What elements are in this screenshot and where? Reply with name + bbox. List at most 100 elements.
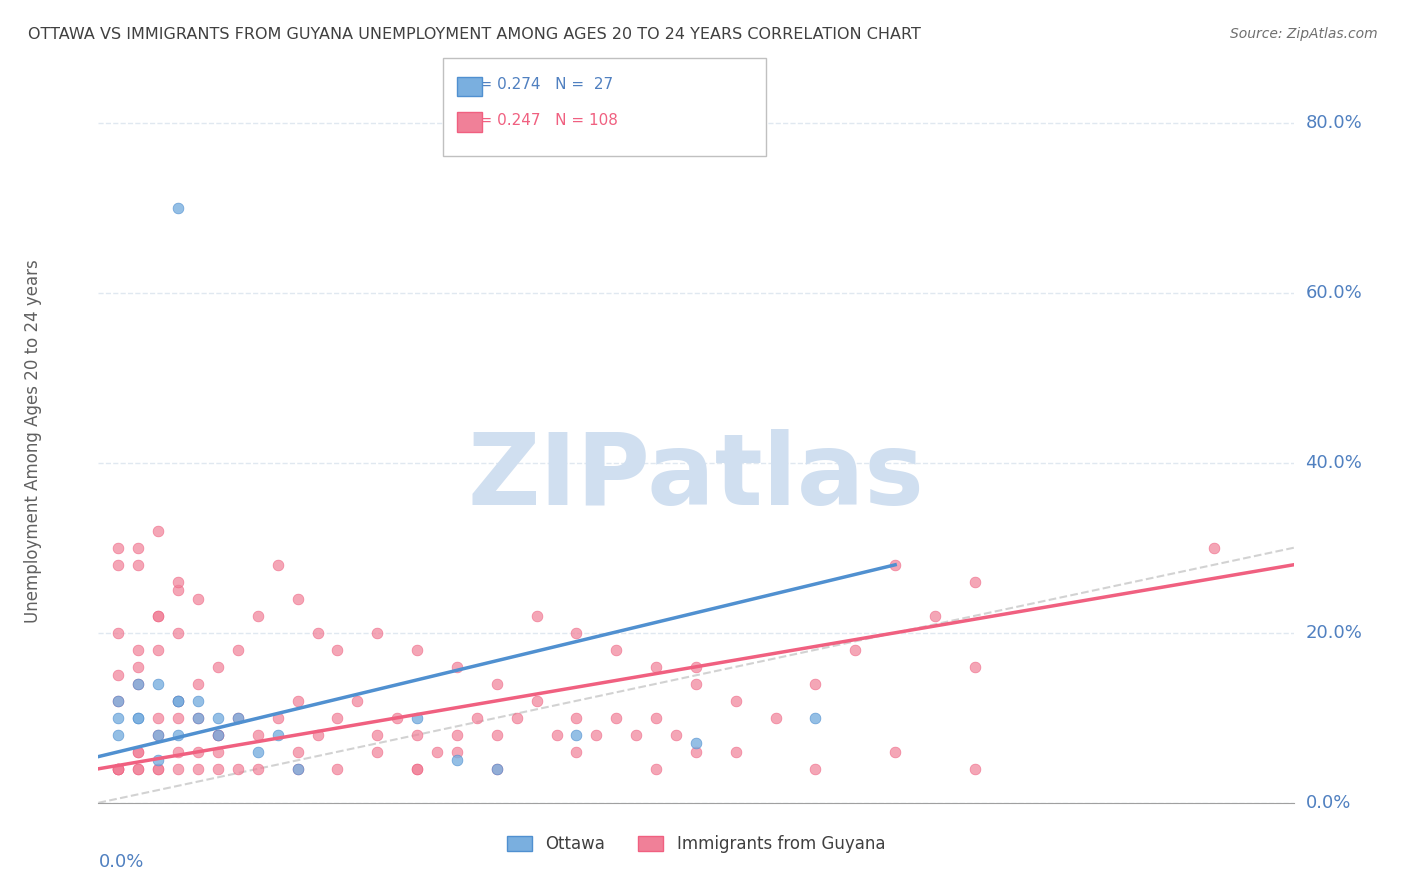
Point [207, 728, 229, 742]
Point [148, 608, 170, 623]
Point [127, 558, 149, 572]
Point [148, 762, 170, 776]
Point [506, 711, 529, 725]
Point [565, 728, 588, 742]
Point [287, 762, 309, 776]
Point [127, 711, 149, 725]
Point [187, 711, 209, 725]
Point [127, 762, 149, 776]
Point [107, 541, 129, 555]
Point [804, 677, 827, 691]
Point [565, 625, 588, 640]
Point [645, 762, 668, 776]
Point [246, 728, 269, 742]
Point [167, 694, 190, 708]
Point [287, 762, 309, 776]
Point [685, 660, 707, 674]
Point [287, 591, 309, 606]
Point [804, 711, 827, 725]
Point [385, 711, 409, 725]
Point [107, 558, 129, 572]
Point [884, 745, 907, 759]
Point [167, 574, 190, 589]
Point [526, 608, 548, 623]
Point [287, 694, 309, 708]
Point [107, 762, 129, 776]
Point [446, 728, 468, 742]
Point [107, 694, 129, 708]
Text: 40.0%: 40.0% [1306, 454, 1362, 472]
Point [685, 677, 707, 691]
Point [546, 728, 568, 742]
Point [167, 694, 190, 708]
Point [326, 762, 349, 776]
Point [167, 201, 190, 215]
Point [246, 762, 269, 776]
Point [406, 642, 429, 657]
Point [148, 524, 170, 538]
Point [148, 753, 170, 767]
Text: 0.0%: 0.0% [1306, 794, 1351, 812]
Point [246, 745, 269, 759]
Text: 20.0%: 20.0% [1306, 624, 1362, 642]
Point [685, 745, 707, 759]
Point [107, 762, 129, 776]
Point [167, 694, 190, 708]
Point [366, 745, 388, 759]
Point [565, 745, 588, 759]
Point [267, 558, 290, 572]
Point [485, 728, 508, 742]
Point [226, 762, 249, 776]
Point [963, 660, 986, 674]
Point [226, 711, 249, 725]
Point [366, 625, 388, 640]
Text: Source: ZipAtlas.com: Source: ZipAtlas.com [1230, 27, 1378, 41]
Point [963, 574, 986, 589]
Point [287, 745, 309, 759]
Text: R = 0.274   N =  27: R = 0.274 N = 27 [464, 78, 613, 92]
Text: ZIPatlas: ZIPatlas [468, 429, 924, 526]
Point [366, 728, 388, 742]
Point [406, 711, 429, 725]
Point [465, 711, 488, 725]
Text: Unemployment Among Ages 20 to 24 years: Unemployment Among Ages 20 to 24 years [24, 260, 42, 624]
Point [127, 677, 149, 691]
Point [148, 608, 170, 623]
Point [167, 711, 190, 725]
Point [167, 583, 190, 598]
Point [187, 591, 209, 606]
Point [127, 642, 149, 657]
Point [485, 762, 508, 776]
Text: 80.0%: 80.0% [1306, 114, 1362, 132]
Point [127, 745, 149, 759]
Point [226, 642, 249, 657]
Point [605, 642, 627, 657]
Point [326, 642, 349, 657]
Point [127, 677, 149, 691]
Point [127, 762, 149, 776]
Point [267, 728, 290, 742]
Point [765, 711, 787, 725]
Point [526, 694, 548, 708]
Point [446, 660, 468, 674]
Point [446, 753, 468, 767]
Text: 60.0%: 60.0% [1306, 284, 1362, 301]
Point [267, 711, 290, 725]
Point [107, 625, 129, 640]
Point [207, 728, 229, 742]
Point [485, 762, 508, 776]
Point [605, 711, 627, 725]
Point [645, 660, 668, 674]
Point [1202, 541, 1225, 555]
Point [148, 728, 170, 742]
Point [187, 711, 209, 725]
Point [127, 541, 149, 555]
Point [585, 728, 607, 742]
Point [167, 625, 190, 640]
Point [207, 762, 229, 776]
Point [187, 694, 209, 708]
Point [307, 625, 329, 640]
Legend: Ottawa, Immigrants from Guyana: Ottawa, Immigrants from Guyana [501, 828, 891, 860]
Point [107, 668, 129, 682]
Point [626, 728, 648, 742]
